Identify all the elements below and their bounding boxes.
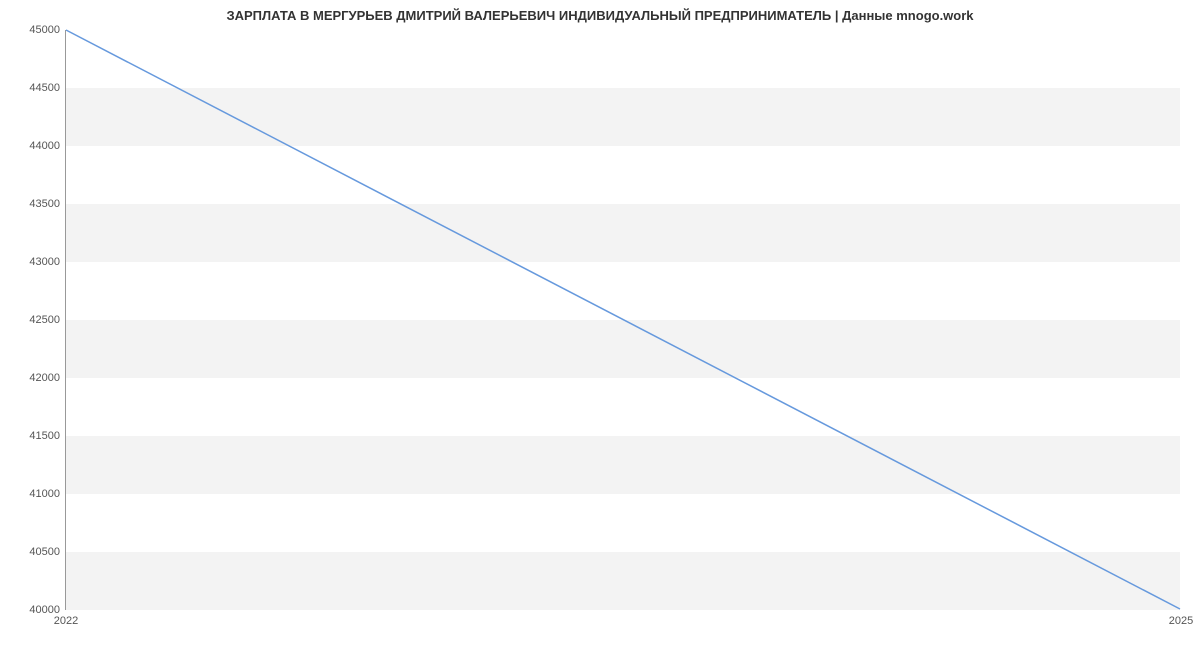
- y-tick-label: 44500: [29, 82, 60, 94]
- y-tick-label: 42000: [29, 372, 60, 384]
- chart-line-svg: [66, 30, 1180, 609]
- chart-title: ЗАРПЛАТА В МЕРГУРЬЕВ ДМИТРИЙ ВАЛЕРЬЕВИЧ …: [0, 0, 1200, 30]
- y-tick-label: 44000: [29, 140, 60, 152]
- y-tick-label: 42500: [29, 314, 60, 326]
- series-line: [66, 30, 1180, 609]
- y-tick-label: 41000: [29, 488, 60, 500]
- y-tick-label: 45000: [29, 24, 60, 36]
- y-tick-label: 43000: [29, 256, 60, 268]
- x-tick-label: 2022: [54, 615, 78, 627]
- y-tick-label: 43500: [29, 198, 60, 210]
- x-tick-label: 2025: [1169, 615, 1193, 627]
- y-tick-label: 40500: [29, 546, 60, 558]
- plot-area: 4000040500410004150042000425004300043500…: [65, 30, 1180, 610]
- chart-container: ЗАРПЛАТА В МЕРГУРЬЕВ ДМИТРИЙ ВАЛЕРЬЕВИЧ …: [0, 0, 1200, 650]
- y-tick-label: 41500: [29, 430, 60, 442]
